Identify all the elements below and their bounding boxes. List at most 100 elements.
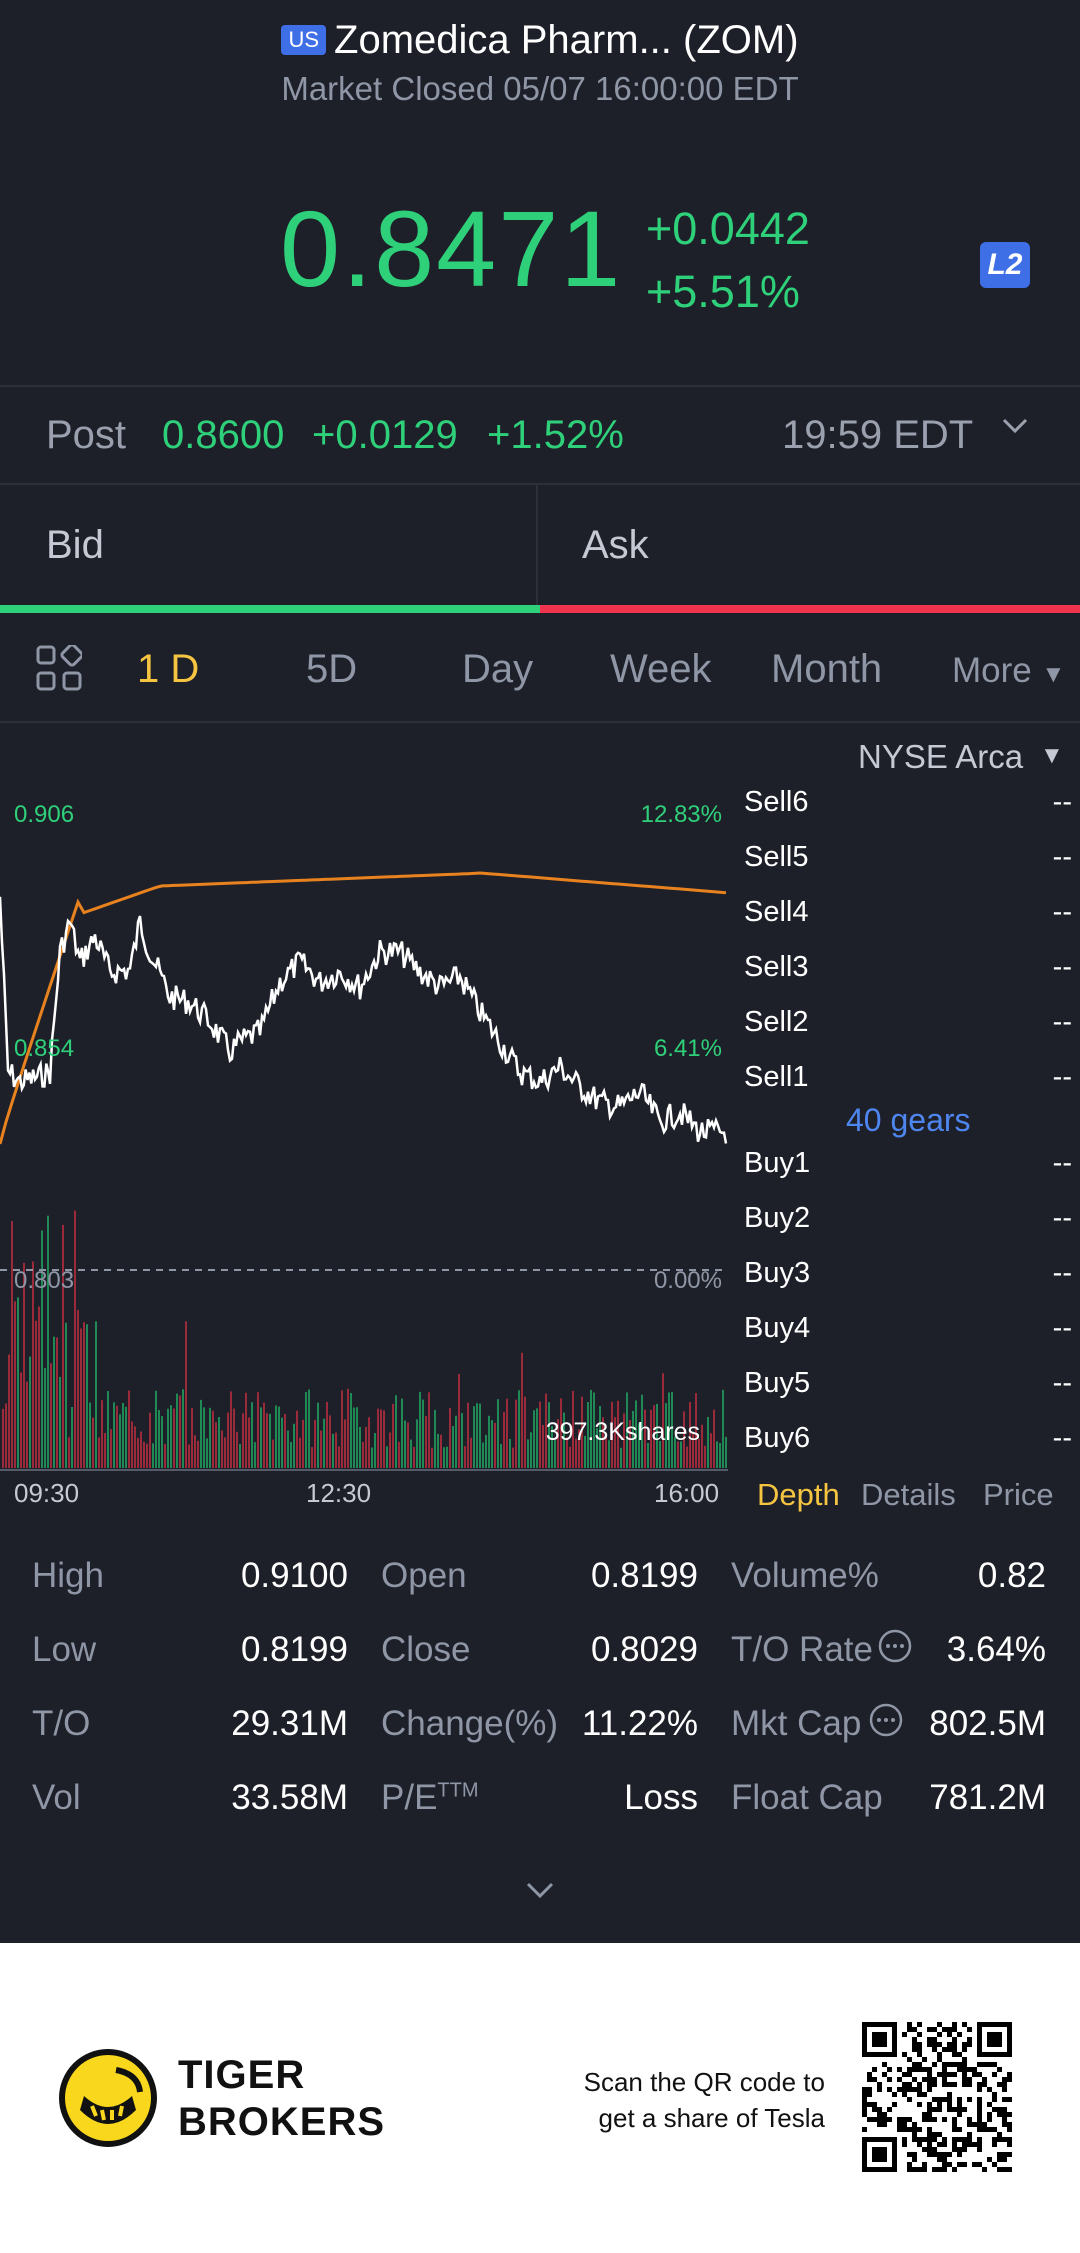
qr-module	[947, 2042, 952, 2047]
tab-price[interactable]: Price	[983, 1477, 1054, 1512]
grid-icon[interactable]	[36, 645, 82, 691]
tab-details[interactable]: Details	[861, 1477, 956, 1512]
qr-module	[957, 2112, 962, 2117]
qr-module	[952, 2047, 957, 2052]
volume-bar	[149, 1412, 151, 1468]
qr-module	[912, 2132, 917, 2137]
tab-1d[interactable]: 1 D	[137, 647, 200, 691]
exchange-selector[interactable]: NYSE Arca	[858, 738, 1024, 775]
stat-pe-value: Loss	[624, 1778, 698, 1817]
qr-module	[947, 2082, 952, 2087]
volume-bar	[140, 1431, 142, 1468]
volume-bar	[143, 1441, 145, 1468]
volume-bar	[464, 1446, 466, 1468]
gears-count[interactable]: 40 gears	[846, 1102, 971, 1138]
volume-bar	[671, 1391, 673, 1468]
tab-day[interactable]: Day	[462, 647, 534, 691]
qr-module	[867, 2087, 872, 2092]
qr-module	[1002, 2097, 1007, 2102]
volume-bar	[491, 1420, 493, 1468]
post-market-row[interactable]: Post 0.8600 +0.0129 +1.52% 19:59 EDT	[0, 387, 1080, 483]
buy6-value: --	[1052, 1422, 1072, 1454]
bid-ask-divider	[536, 485, 538, 605]
qr-module	[917, 2047, 922, 2052]
volume-bar	[362, 1441, 364, 1468]
volume-bar	[410, 1439, 412, 1468]
caret-down-icon: ▼	[1041, 661, 1066, 688]
qr-module	[962, 2142, 967, 2147]
volume-bar	[404, 1420, 406, 1468]
us-market-badge: US	[281, 25, 327, 55]
qr-module	[942, 2137, 947, 2142]
volume-bar	[401, 1398, 403, 1468]
qr-module	[907, 2162, 912, 2167]
volume-bar	[368, 1417, 370, 1468]
level2-button[interactable]: L2	[980, 242, 1030, 288]
tab-month[interactable]: Month	[771, 647, 883, 691]
tab-depth[interactable]: Depth	[757, 1477, 840, 1512]
volume-bar	[236, 1431, 238, 1468]
qr-module	[977, 2102, 982, 2107]
volume-bar	[500, 1443, 502, 1468]
buy3-label: Buy3	[744, 1257, 811, 1289]
qr-module	[907, 2022, 912, 2027]
qr-module	[977, 2097, 982, 2102]
volume-bar	[704, 1445, 706, 1468]
volume-bar	[26, 1381, 28, 1468]
caret-down-icon[interactable]: ▼	[1040, 742, 1064, 769]
volume-bar	[233, 1408, 235, 1468]
volume-bar	[587, 1402, 589, 1468]
volume-bar	[260, 1407, 262, 1468]
volume-bar	[206, 1438, 208, 1468]
expand-chevron-icon[interactable]	[520, 1870, 560, 1915]
volume-bar	[560, 1398, 562, 1468]
qr-module	[992, 2142, 997, 2147]
tab-5d[interactable]: 5D	[306, 647, 358, 691]
qr-module	[917, 2167, 922, 2172]
qr-module	[952, 2072, 957, 2077]
volume-bar	[446, 1446, 448, 1468]
tab-more[interactable]: More ▼	[952, 651, 1065, 691]
qr-module	[1002, 2152, 1007, 2157]
volume-bars	[2, 1210, 727, 1468]
qr-module	[932, 2047, 937, 2052]
qr-module	[922, 2137, 927, 2142]
chevron-down-icon[interactable]	[998, 409, 1032, 453]
qr-module	[862, 2102, 867, 2107]
volume-bar	[194, 1435, 196, 1468]
qr-module	[992, 2062, 997, 2067]
stat-open-label: Open	[381, 1556, 467, 1595]
stat-to-rate-value: 3.64%	[946, 1630, 1046, 1669]
qr-module	[922, 2067, 927, 2072]
sell6-value: --	[1052, 786, 1072, 818]
stat-to-rate-label: T/O Rate	[731, 1630, 873, 1669]
qr-module	[1007, 2077, 1012, 2082]
sell6-label: Sell6	[744, 786, 809, 818]
volume-bar	[569, 1446, 571, 1468]
qr-module	[957, 2097, 962, 2102]
more-info-icon[interactable]	[877, 1628, 913, 1673]
qr-module	[982, 2082, 987, 2087]
qr-module	[927, 2102, 932, 2107]
qr-module	[872, 2117, 877, 2122]
volume-bar	[722, 1389, 724, 1468]
qr-code-icon[interactable]	[862, 2022, 1012, 2172]
more-info-icon[interactable]	[868, 1702, 904, 1747]
qr-module	[877, 2087, 882, 2092]
qr-module	[947, 2027, 952, 2032]
time-label-close: 16:00	[654, 1478, 720, 1508]
volume-bar	[182, 1389, 184, 1468]
qr-module	[917, 2127, 922, 2132]
volume-bar	[134, 1426, 136, 1468]
qr-module	[977, 2122, 982, 2127]
tab-week[interactable]: Week	[610, 647, 712, 691]
volume-bar	[227, 1412, 229, 1468]
bid-label: Bid	[46, 523, 104, 567]
volume-bar	[698, 1438, 700, 1468]
intraday-chart[interactable]: 0.906 0.854 0.803 12.83% 6.41% 0.00% 397…	[0, 722, 735, 1482]
volume-bar	[53, 1336, 55, 1468]
buy4-label: Buy4	[744, 1312, 811, 1344]
stat-to-value: 29.31M	[231, 1704, 348, 1743]
qr-module	[952, 2107, 957, 2112]
qr-module	[962, 2107, 967, 2112]
